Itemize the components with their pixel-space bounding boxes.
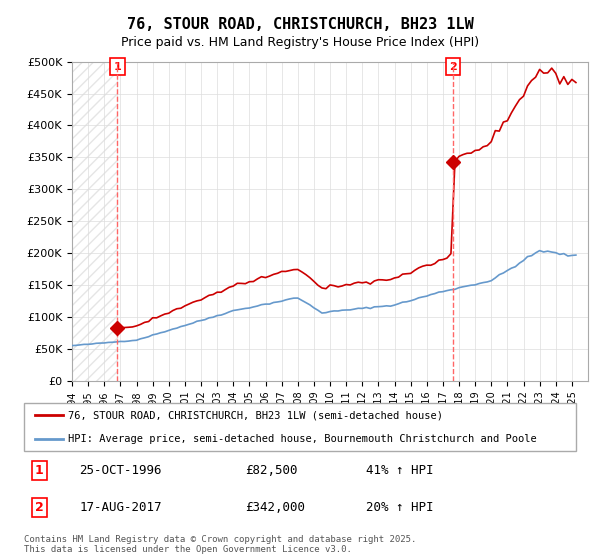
Text: 76, STOUR ROAD, CHRISTCHURCH, BH23 1LW (semi-detached house): 76, STOUR ROAD, CHRISTCHURCH, BH23 1LW (… — [68, 410, 443, 420]
Text: Price paid vs. HM Land Registry's House Price Index (HPI): Price paid vs. HM Land Registry's House … — [121, 36, 479, 49]
Text: 76, STOUR ROAD, CHRISTCHURCH, BH23 1LW: 76, STOUR ROAD, CHRISTCHURCH, BH23 1LW — [127, 17, 473, 32]
FancyBboxPatch shape — [24, 403, 576, 451]
Text: 25-OCT-1996: 25-OCT-1996 — [79, 464, 162, 477]
Text: 20% ↑ HPI: 20% ↑ HPI — [366, 501, 434, 514]
Text: Contains HM Land Registry data © Crown copyright and database right 2025.
This d: Contains HM Land Registry data © Crown c… — [24, 535, 416, 554]
Text: 1: 1 — [35, 464, 44, 477]
Text: £82,500: £82,500 — [245, 464, 298, 477]
Text: 2: 2 — [35, 501, 44, 514]
Bar — [72, 62, 118, 381]
Text: 1: 1 — [113, 62, 121, 72]
Text: 2: 2 — [449, 62, 457, 72]
Text: £342,000: £342,000 — [245, 501, 305, 514]
Bar — [72, 62, 118, 381]
Text: HPI: Average price, semi-detached house, Bournemouth Christchurch and Poole: HPI: Average price, semi-detached house,… — [68, 434, 537, 444]
Text: 17-AUG-2017: 17-AUG-2017 — [79, 501, 162, 514]
Text: 41% ↑ HPI: 41% ↑ HPI — [366, 464, 434, 477]
